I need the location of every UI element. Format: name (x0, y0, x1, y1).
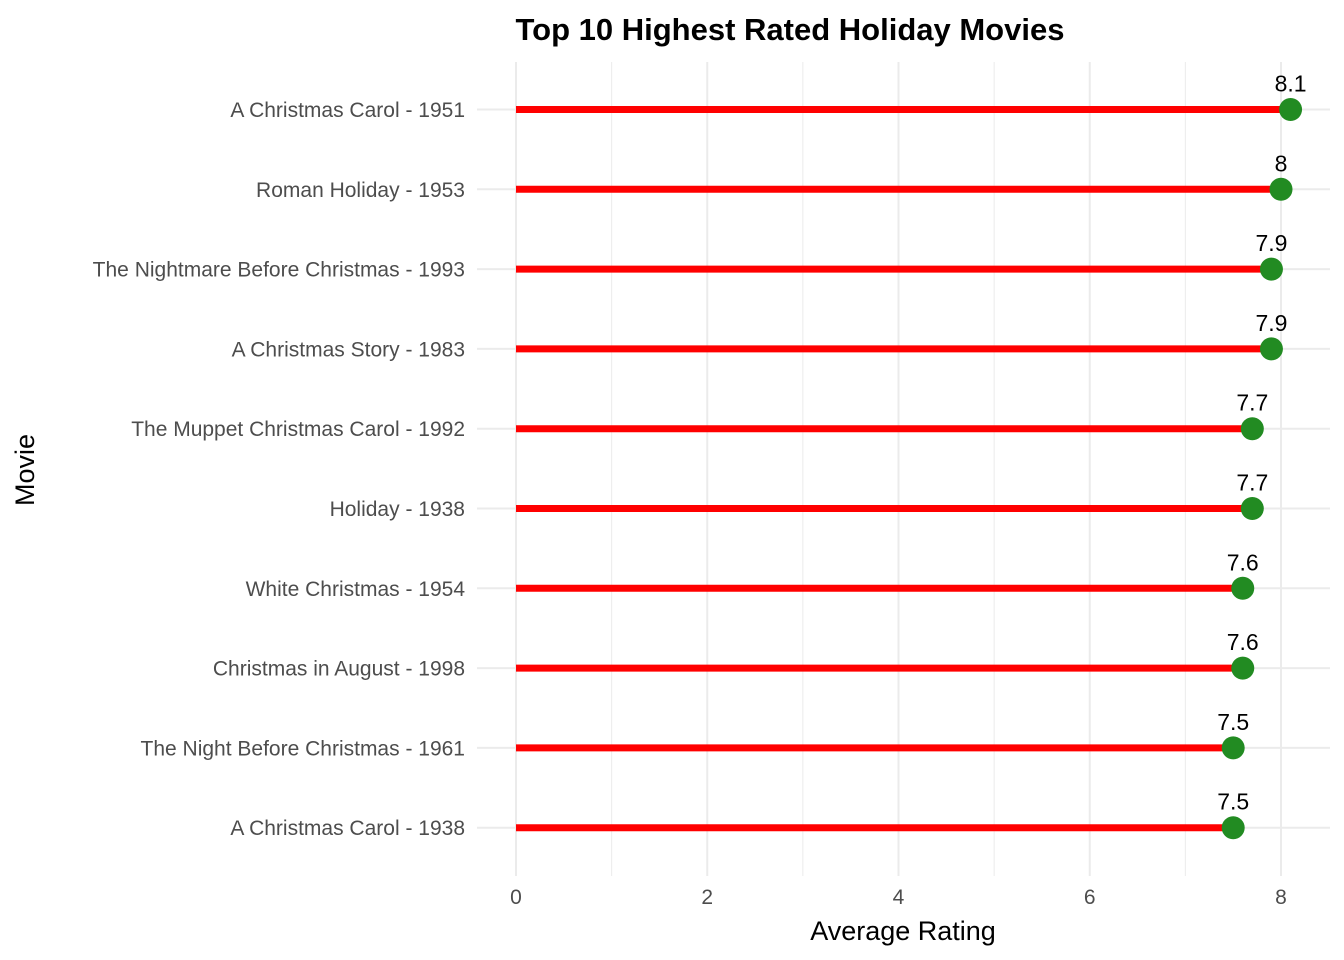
lollipop-point (1221, 736, 1245, 760)
y-tick-label: Holiday - 1938 (330, 498, 465, 521)
y-tick-label: A Christmas Carol - 1938 (230, 817, 465, 840)
data-labels: 8.1 8 7.9 7.9 7.7 7.7 7.6 7.6 7.5 7.5 (1217, 71, 1306, 815)
value-label: 7.9 (1255, 230, 1287, 256)
y-tick-label: A Christmas Carol - 1951 (230, 99, 465, 122)
x-tick-label: 2 (701, 886, 713, 909)
value-label: 7.5 (1217, 709, 1249, 735)
value-label: 8.1 (1275, 71, 1307, 97)
y-tick-label: The Nightmare Before Christmas - 1993 (93, 259, 465, 282)
lollipop-point (1279, 98, 1303, 121)
lollipop-point (1259, 337, 1283, 361)
value-label: 7.6 (1227, 549, 1259, 575)
x-tick-labels: 0 2 4 6 8 (510, 886, 1287, 909)
x-tick-label: 0 (510, 886, 522, 909)
x-tick-label: 8 (1275, 886, 1287, 909)
stems (516, 106, 1291, 832)
y-tick-labels: A Christmas Carol - 1951 Roman Holiday - … (93, 99, 466, 840)
x-tick-label: 4 (893, 886, 905, 909)
y-tick-label: Roman Holiday - 1953 (256, 179, 465, 202)
value-label: 7.7 (1236, 390, 1268, 416)
y-tick-label: Christmas in August - 1998 (213, 658, 465, 681)
lollipop-point (1231, 656, 1255, 680)
lollipop-point (1259, 257, 1283, 281)
lollipop-point (1269, 177, 1293, 201)
grid-lines (477, 62, 1330, 876)
lollipop-point (1231, 576, 1255, 600)
value-label: 7.5 (1217, 789, 1249, 815)
y-tick-label: The Night Before Christmas - 1961 (141, 737, 465, 760)
y-axis-title: Movie (10, 434, 40, 506)
value-label: 7.7 (1236, 470, 1268, 496)
value-label: 7.6 (1227, 629, 1259, 655)
points (1221, 98, 1303, 840)
y-tick-label: The Muppet Christmas Carol - 1992 (131, 418, 465, 441)
x-axis-title: Average Rating (810, 916, 996, 946)
lollipop-point (1240, 497, 1264, 520)
x-tick-label: 6 (1084, 886, 1096, 909)
y-tick-label: White Christmas - 1954 (246, 578, 466, 601)
chart-title: Top 10 Highest Rated Holiday Movies (516, 12, 1065, 47)
lollipop-point (1240, 417, 1264, 441)
value-label: 7.9 (1255, 310, 1287, 336)
lollipop-point (1221, 816, 1245, 840)
y-tick-label: A Christmas Story - 1983 (232, 338, 465, 361)
value-label: 8 (1275, 150, 1288, 176)
